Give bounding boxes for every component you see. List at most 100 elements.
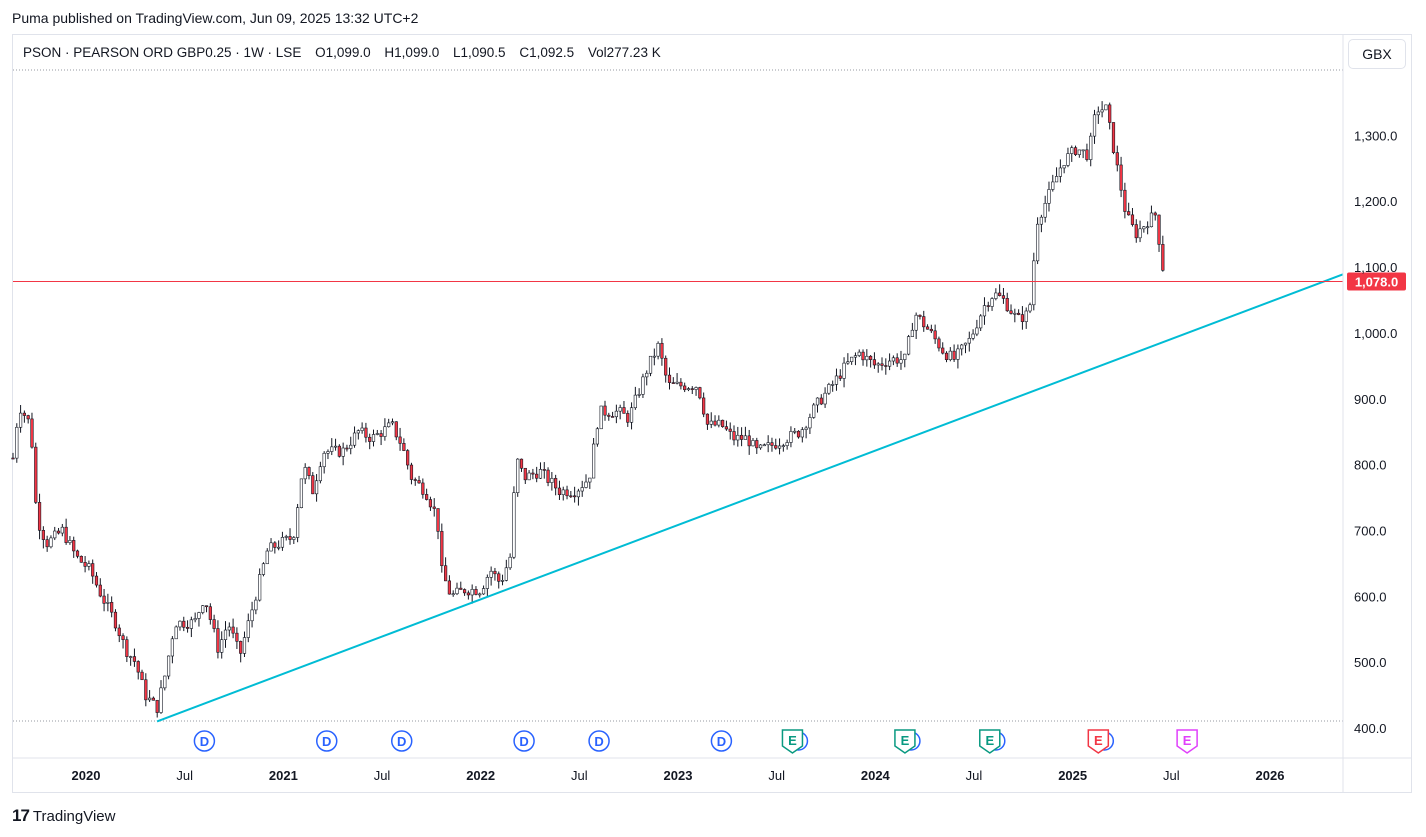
candle-down (622, 407, 626, 414)
candle-down (208, 606, 212, 620)
x-tick-label: 2024 (861, 768, 891, 783)
candle-up (785, 442, 789, 446)
candle-up (758, 444, 763, 449)
earnings-marker[interactable]: E (979, 729, 1006, 754)
x-tick-label: 2025 (1058, 768, 1087, 783)
y-tick-label: 700.0 (1354, 523, 1387, 538)
dividend-letter: D (322, 734, 331, 749)
candle-down (140, 671, 144, 681)
candle-up (793, 430, 797, 433)
candle-up (489, 570, 493, 578)
dividend-marker[interactable]: D (193, 730, 216, 752)
candle-up (592, 443, 596, 479)
candle-up (789, 431, 793, 443)
candle-up (766, 442, 770, 446)
candle-down (1108, 104, 1112, 123)
earnings-marker[interactable]: E (781, 729, 809, 754)
candle-up (129, 656, 133, 658)
candle-up (599, 405, 603, 430)
candle-down (231, 626, 235, 634)
dividend-marker[interactable]: D (588, 730, 610, 752)
candle-down (747, 435, 751, 447)
candle-up (694, 387, 698, 390)
candle-up (990, 298, 994, 307)
candle-up (265, 550, 269, 565)
candle-down (398, 436, 402, 444)
candle-down (557, 487, 562, 495)
candle-up (1146, 226, 1150, 229)
candle-down (770, 442, 774, 446)
candle-up (269, 542, 273, 552)
candle-down (307, 467, 311, 476)
candle-down (565, 489, 569, 497)
x-tick-label: 2026 (1256, 768, 1285, 783)
low-value: 1,090.5 (460, 45, 506, 60)
candle-down (546, 469, 550, 483)
dividend-circle-icon (513, 730, 535, 752)
candle-up (1035, 223, 1040, 262)
candle-up (193, 618, 197, 621)
candle-down (239, 641, 243, 654)
candle-down (79, 555, 83, 563)
candle-up (318, 466, 322, 482)
candle-down (1017, 312, 1021, 315)
currency-button[interactable]: GBX (1348, 39, 1406, 69)
candle-up (60, 526, 64, 534)
candle-up (352, 432, 357, 446)
candle-down (444, 565, 448, 582)
symbol-title[interactable]: PSON · PEARSON ORD GBP0.25 · 1W · LSE (23, 45, 302, 60)
candle-down (952, 350, 956, 360)
dividend-letter: D (717, 734, 726, 749)
published-header: Puma published on TradingView.com, Jun 0… (12, 10, 419, 26)
candle-down (440, 531, 444, 567)
close-label: C (519, 45, 530, 60)
candle-up (1047, 189, 1051, 204)
candle-down (1005, 298, 1009, 312)
candle-up (800, 429, 804, 438)
candle-down (94, 575, 99, 586)
candle-down (721, 419, 725, 427)
candle-down (75, 550, 80, 557)
earnings-marker[interactable]: E (1087, 729, 1115, 754)
earnings-shield-icon (894, 729, 916, 754)
candle-down (428, 499, 433, 508)
candle-down (861, 351, 865, 361)
candle-up (963, 342, 968, 346)
candle-up (960, 344, 964, 350)
candle-down (155, 699, 159, 713)
candle-up (220, 639, 224, 653)
candle-up (580, 487, 584, 492)
candle-up (561, 489, 565, 495)
candle-up (1142, 226, 1146, 230)
earnings-marker[interactable]: E (894, 729, 921, 754)
candle-down (690, 388, 694, 390)
dividend-marker[interactable]: D (390, 730, 413, 752)
dividend-marker[interactable]: D (316, 730, 338, 752)
candle-down (402, 443, 406, 451)
candle-up (314, 480, 319, 495)
dividend-letter: D (519, 734, 528, 749)
candle-up (277, 546, 281, 549)
candle-up (106, 602, 110, 604)
candle-down (110, 602, 114, 613)
candle-down (311, 475, 315, 495)
candle-up (834, 375, 839, 385)
candle-up (1096, 111, 1100, 116)
dividend-marker[interactable]: D (513, 730, 535, 752)
candle-up (1066, 153, 1070, 166)
candle-down (56, 530, 61, 534)
dividend-marker[interactable]: D (710, 730, 733, 752)
candle-down (774, 445, 778, 449)
earnings-marker[interactable]: E (1176, 729, 1198, 754)
candle-up (284, 536, 288, 538)
candle-down (671, 382, 675, 384)
candle-up (527, 472, 531, 481)
candle-up (390, 421, 395, 424)
candle-up (595, 428, 599, 445)
candle-down (462, 589, 467, 594)
candle-down (98, 584, 102, 597)
candle-down (1115, 152, 1119, 166)
candle-down (523, 467, 527, 481)
